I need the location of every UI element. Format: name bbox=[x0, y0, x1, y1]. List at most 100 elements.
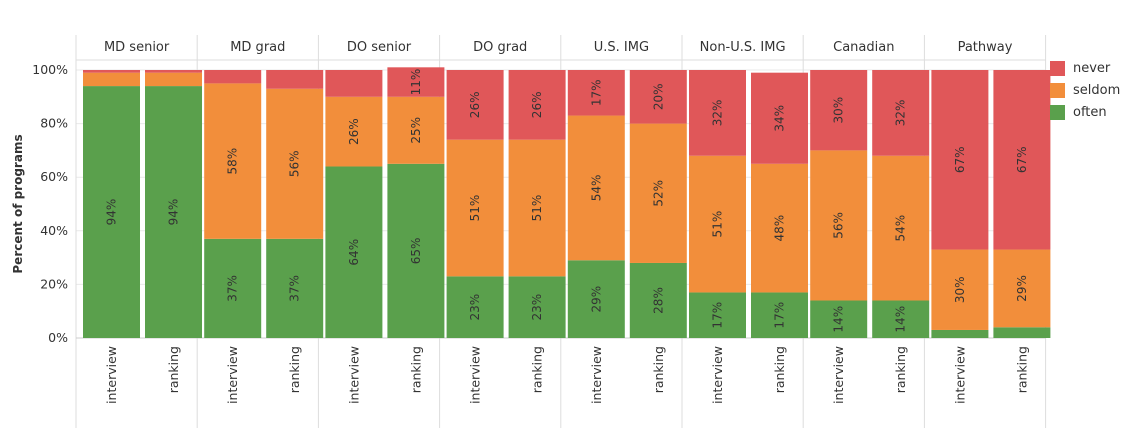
bar-segment-seldom bbox=[325, 96, 383, 167]
data-label: 23% bbox=[468, 294, 482, 321]
bar-segment-seldom bbox=[629, 123, 687, 263]
bar-segment-never bbox=[810, 70, 868, 151]
panel-label: Pathway bbox=[958, 40, 1013, 55]
data-label: 51% bbox=[711, 211, 725, 238]
legend-swatch-seldom bbox=[1050, 82, 1065, 98]
data-label: 14% bbox=[894, 306, 908, 333]
data-label: 37% bbox=[226, 275, 240, 302]
bar-segment-often bbox=[689, 292, 746, 338]
bar-segment-never bbox=[993, 70, 1051, 250]
bar-segment-never bbox=[387, 67, 445, 97]
y-tick-label: 0% bbox=[48, 330, 68, 345]
x-category-label: ranking bbox=[893, 346, 908, 393]
data-label: 94% bbox=[105, 199, 119, 226]
bar-segment-seldom bbox=[689, 155, 746, 293]
panel-label: MD senior bbox=[104, 40, 170, 55]
legend-item-seldom: seldom bbox=[1050, 80, 1120, 100]
panel-label: DO senior bbox=[347, 40, 412, 55]
y-axis-title: Percent of programs bbox=[11, 134, 25, 273]
y-tick-label: 20% bbox=[40, 276, 68, 291]
y-tick-label: 60% bbox=[40, 169, 68, 184]
data-label: 26% bbox=[347, 118, 361, 145]
bar-segment-seldom bbox=[993, 249, 1051, 328]
legend-item-never: never bbox=[1050, 58, 1120, 78]
legend-label-often: often bbox=[1073, 104, 1107, 120]
bar-segment-often bbox=[629, 262, 687, 338]
bar-segment-seldom bbox=[266, 88, 324, 239]
bar-segment-often bbox=[872, 300, 930, 338]
panel-label: DO grad bbox=[473, 40, 527, 55]
data-label: 56% bbox=[832, 212, 846, 239]
data-label: 29% bbox=[589, 286, 603, 313]
data-label: 94% bbox=[167, 199, 181, 226]
bar-segment-never bbox=[629, 70, 687, 124]
bar-segment-seldom bbox=[508, 139, 566, 277]
data-label: 54% bbox=[894, 215, 908, 242]
bar-segment-often bbox=[325, 166, 383, 338]
legend-label-seldom: seldom bbox=[1073, 82, 1121, 98]
x-category-label: interview bbox=[952, 346, 967, 404]
data-label: 26% bbox=[530, 92, 544, 119]
data-label: 52% bbox=[651, 180, 665, 207]
legend-swatch-often bbox=[1050, 104, 1065, 120]
bar-segment-seldom bbox=[145, 72, 202, 87]
bar-segment-never bbox=[145, 70, 202, 73]
bar-segment-often bbox=[508, 276, 566, 338]
bar-segment-seldom bbox=[567, 115, 625, 261]
bar-segment-often bbox=[266, 238, 324, 338]
data-label: 64% bbox=[347, 239, 361, 266]
x-category-label: ranking bbox=[651, 346, 666, 393]
data-label: 17% bbox=[773, 302, 787, 329]
legend-swatch-never bbox=[1050, 60, 1065, 76]
bar-segment-often bbox=[931, 329, 989, 338]
x-category-label: interview bbox=[710, 346, 725, 404]
data-label: 67% bbox=[953, 146, 967, 173]
bar-segment-often bbox=[204, 238, 262, 338]
bar-segment-never bbox=[446, 70, 504, 140]
bar-segment-seldom bbox=[810, 150, 868, 301]
data-label: 11% bbox=[409, 69, 423, 96]
data-label: 17% bbox=[589, 79, 603, 106]
x-category-label: interview bbox=[225, 346, 240, 404]
data-label: 20% bbox=[651, 83, 665, 110]
panel-label: Canadian bbox=[833, 40, 894, 55]
data-label: 29% bbox=[1015, 275, 1029, 302]
bar-segment-seldom bbox=[83, 72, 140, 87]
data-label: 58% bbox=[226, 148, 240, 175]
bar-segment-seldom bbox=[751, 163, 808, 293]
bar-segment-never bbox=[204, 70, 262, 84]
bar-segment-seldom bbox=[446, 139, 504, 277]
bar-segment-often bbox=[387, 163, 445, 338]
bar-segment-never bbox=[325, 70, 383, 97]
x-category-label: ranking bbox=[530, 346, 545, 393]
x-category-label: ranking bbox=[408, 346, 423, 393]
data-label: 48% bbox=[773, 215, 787, 242]
data-label: 32% bbox=[711, 100, 725, 127]
x-category-label: interview bbox=[831, 346, 846, 404]
bar-segment-never bbox=[83, 70, 140, 73]
bar-segment-never bbox=[689, 70, 746, 156]
data-label: 54% bbox=[589, 175, 603, 202]
x-category-label: ranking bbox=[772, 346, 787, 393]
x-category-label: ranking bbox=[287, 346, 302, 393]
x-category-label: ranking bbox=[166, 346, 181, 393]
panel-label: U.S. IMG bbox=[594, 40, 649, 55]
bar-segment-often bbox=[446, 276, 504, 338]
bar-segment-often bbox=[993, 327, 1051, 338]
data-label: 51% bbox=[530, 195, 544, 222]
bar-segment-never bbox=[266, 70, 324, 89]
data-label: 34% bbox=[773, 105, 787, 132]
bar-segment-never bbox=[567, 70, 625, 116]
bar-segment-often bbox=[83, 86, 140, 338]
data-label: 25% bbox=[409, 117, 423, 144]
bar-segment-never bbox=[508, 70, 566, 140]
bar-segment-often bbox=[567, 260, 625, 338]
bar-segment-often bbox=[751, 292, 808, 338]
data-label: 37% bbox=[288, 275, 302, 302]
y-tick-label: 40% bbox=[40, 223, 68, 238]
bar-segment-seldom bbox=[387, 96, 445, 164]
bar-segment-never bbox=[751, 72, 808, 164]
x-category-label: interview bbox=[468, 346, 483, 404]
panel-label: MD grad bbox=[230, 40, 285, 55]
